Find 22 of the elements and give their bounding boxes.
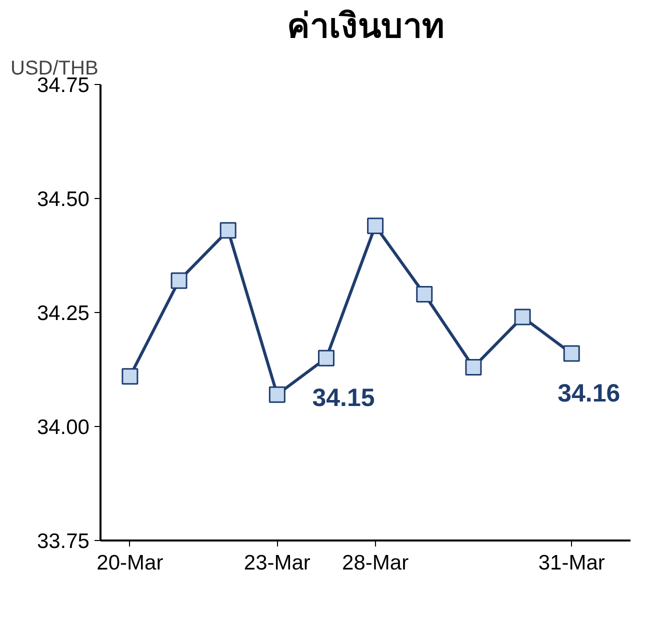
point bbox=[563, 345, 580, 362]
y-tick-label: 34.50 bbox=[36, 188, 90, 211]
data-label: 34.16 bbox=[558, 380, 620, 408]
data-label: 34.15 bbox=[312, 384, 375, 412]
point bbox=[416, 286, 433, 303]
y-tick-label: 33.75 bbox=[36, 530, 90, 553]
point bbox=[465, 358, 482, 376]
point bbox=[318, 350, 334, 366]
x-tick-label: 31-Mar bbox=[538, 552, 605, 574]
point bbox=[170, 272, 188, 289]
x-tick-label: 28-Mar bbox=[342, 552, 409, 574]
y-tick-label: 34.25 bbox=[36, 302, 90, 325]
y-tick-label: 34.00 bbox=[36, 416, 90, 439]
point bbox=[268, 386, 286, 403]
x-tick-label: 20-Mar bbox=[96, 552, 164, 574]
point bbox=[514, 308, 531, 326]
point bbox=[220, 222, 236, 239]
x-tick-label: 23-Mar bbox=[244, 552, 310, 574]
chart-title: ค่าเงินบาท bbox=[287, 8, 444, 46]
point bbox=[122, 368, 138, 385]
y-tick-label: 34.75 bbox=[36, 74, 90, 97]
point bbox=[367, 218, 384, 234]
